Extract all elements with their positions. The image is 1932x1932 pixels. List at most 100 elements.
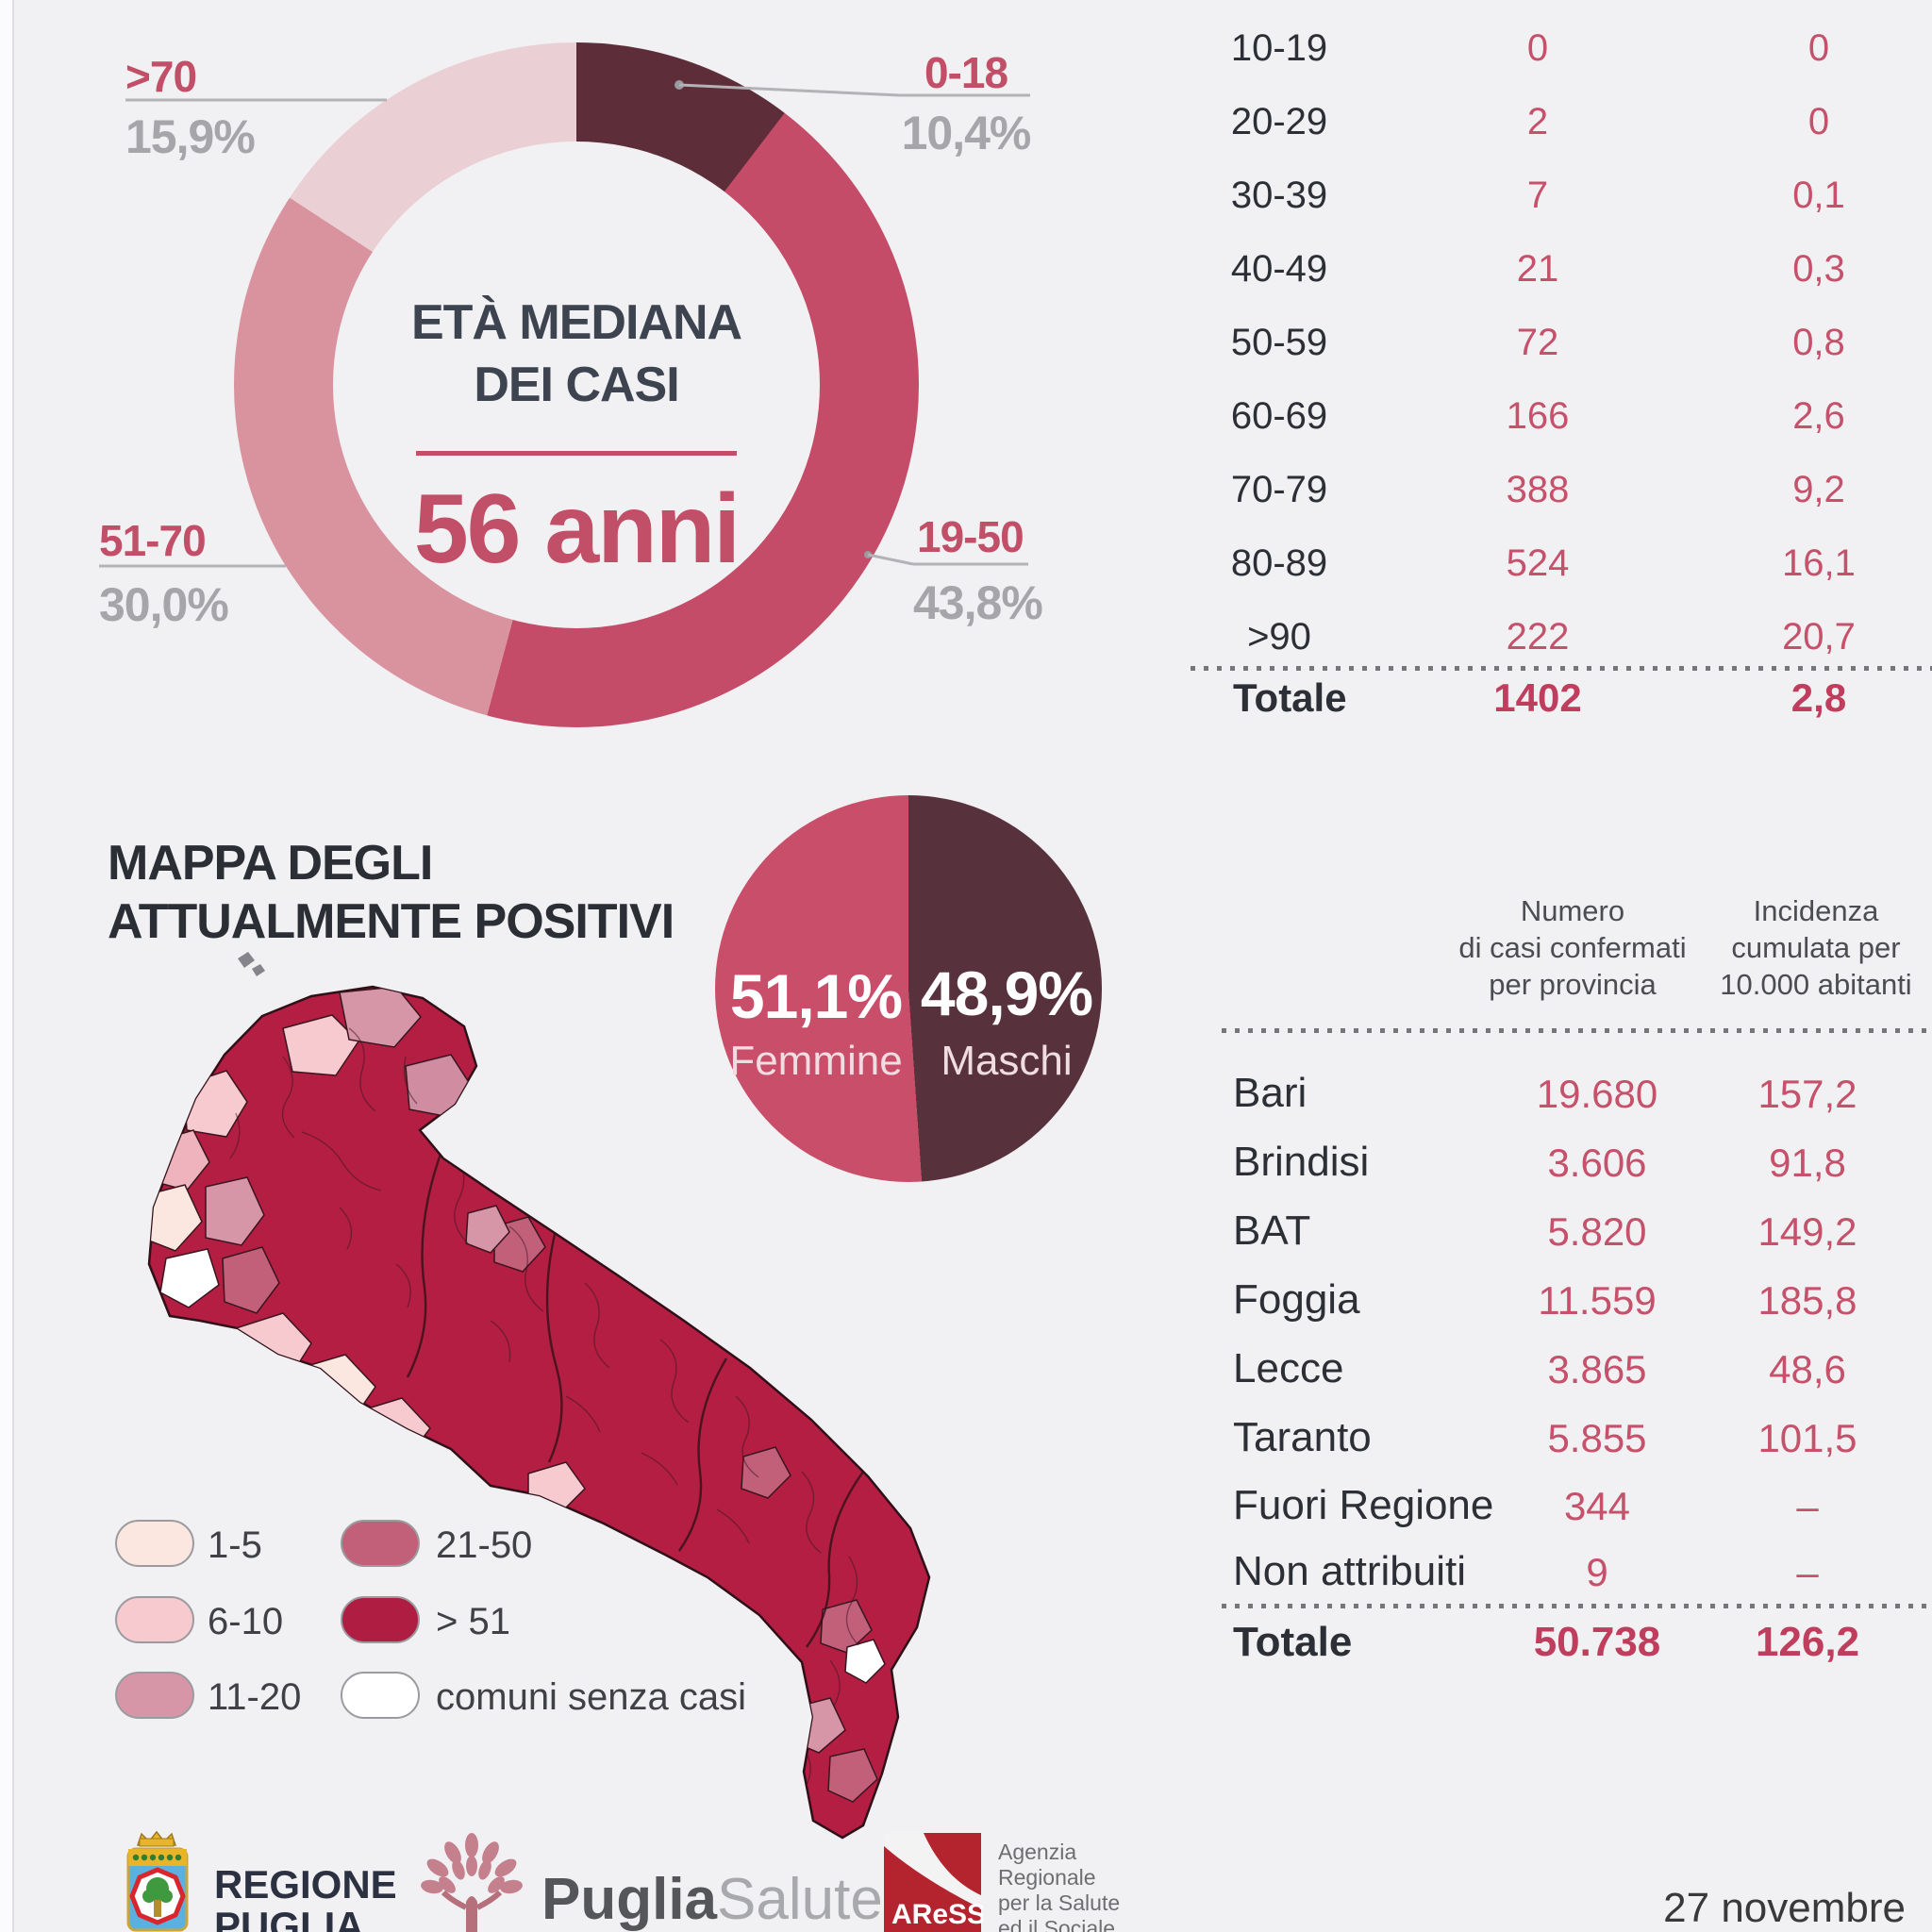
donut-title-line2: DEI CASI: [474, 358, 679, 412]
legend-swatch-11-20: [115, 1672, 194, 1719]
province-table-divider: [1222, 1604, 1932, 1608]
legend-swatch-6-10: [115, 1596, 194, 1643]
province-header-incidence: Incidenza cumulata per 10.000 abitanti: [1720, 894, 1912, 1001]
age-row-incidence: 0: [1807, 101, 1830, 142]
donut-pct-51-70: 30,0%: [99, 578, 229, 631]
aress-text-line4: ed il Sociale: [998, 1916, 1116, 1932]
donut-label-51-70: 51-70: [99, 516, 207, 565]
donut-divider: [416, 451, 737, 456]
legend-swatch-1-5: [115, 1520, 194, 1567]
age-row-label: 70-79: [1230, 469, 1328, 510]
aress-text-line1: Agenzia: [998, 1840, 1077, 1864]
province-total-label: Totale: [1233, 1619, 1353, 1665]
province-row-name: Non attribuiti: [1233, 1548, 1467, 1594]
donut-median-age: 56 anni: [413, 475, 741, 584]
legend-swatch-over51: [341, 1596, 420, 1643]
pie-male-pct: 48,9%: [920, 958, 1093, 1028]
province-row-name: Bari: [1233, 1070, 1307, 1116]
age-row-cases: 7: [1526, 175, 1549, 216]
age-row-label: 10-19: [1230, 27, 1328, 69]
province-row-cases: 5.820: [1547, 1209, 1647, 1254]
province-row-incidence: 101,5: [1757, 1416, 1857, 1460]
province-row-cases: 9: [1586, 1550, 1608, 1594]
age-total-label: Totale: [1233, 675, 1347, 720]
province-header-cases: Numero di casi confermati per provincia: [1458, 894, 1687, 1001]
legend-swatch-no-cases: [341, 1672, 420, 1719]
age-table-divider: [1191, 666, 1932, 671]
province-row-incidence: 91,8: [1769, 1141, 1846, 1185]
regione-text-line2: PUGLIA: [214, 1904, 364, 1932]
province-total-cases: 50.738: [1533, 1619, 1661, 1665]
age-row-cases: 222: [1506, 616, 1570, 658]
left-gutter: [0, 0, 14, 1932]
pie-female-pct: 51,1%: [729, 961, 903, 1031]
legend-label-6-10: 6-10: [208, 1601, 284, 1642]
age-row-label: 60-69: [1230, 395, 1328, 437]
pugliasalute-bold: Puglia: [541, 1867, 718, 1932]
province-total-incidence: 126,2: [1755, 1619, 1860, 1665]
province-row-incidence: 48,6: [1769, 1347, 1846, 1391]
report-date: 27 novembre 2020: [1663, 1885, 1906, 1931]
age-row-cases: 388: [1506, 469, 1570, 510]
province-row-cases: 19.680: [1536, 1072, 1658, 1116]
province-row-name: Taranto: [1233, 1414, 1372, 1460]
province-row-name: Brindisi: [1233, 1139, 1370, 1185]
tremiti-islands: [238, 952, 265, 976]
province-row-cases: 5.855: [1547, 1416, 1647, 1460]
age-row-label: 20-29: [1230, 101, 1328, 142]
donut-pct-over70: 15,9%: [125, 110, 256, 163]
legend-label-21-50: 21-50: [436, 1524, 533, 1566]
age-row-incidence: 0,8: [1792, 322, 1845, 363]
legend-swatch-21-50: [341, 1520, 420, 1567]
svg-text:AReSS: AReSS: [891, 1899, 983, 1930]
age-row-incidence: 0,1: [1792, 175, 1845, 216]
puglia-choropleth-map: [147, 952, 931, 1840]
age-row-label: 30-39: [1230, 175, 1328, 216]
province-row-incidence: –: [1796, 1484, 1819, 1528]
pugliasalute-wordmark: PugliaSalute: [541, 1866, 883, 1932]
donut-label-over70: >70: [125, 52, 197, 101]
legend-label-no-cases: comuni senza casi: [436, 1676, 747, 1718]
age-row-incidence: 9,2: [1792, 469, 1845, 510]
pugliasalute-tree-icon: [421, 1833, 523, 1932]
age-row-label: 50-59: [1230, 322, 1328, 363]
age-row-incidence: 16,1: [1782, 542, 1856, 584]
age-row-label: 40-49: [1230, 248, 1328, 290]
region-outline: [147, 985, 931, 1840]
province-header-divider: [1222, 1028, 1932, 1033]
age-row-incidence: 0,3: [1792, 248, 1845, 290]
aress-text-line2: Regionale: [998, 1865, 1096, 1890]
map-title: MAPPA DEGLI ATTUALMENTE POSITIVI: [108, 834, 675, 951]
gender-pie-chart: [715, 795, 1102, 1182]
aress-text-line3: per la Salute: [998, 1890, 1121, 1915]
province-row-cases: 3.865: [1547, 1347, 1647, 1391]
donut-label-19-50: 19-50: [917, 512, 1024, 561]
age-row-incidence: 0: [1807, 27, 1830, 69]
age-row-cases: 21: [1516, 248, 1559, 290]
age-row-label: 80-89: [1230, 542, 1328, 584]
donut-label-0-18: 0-18: [924, 48, 1008, 97]
province-row-incidence: 149,2: [1757, 1209, 1857, 1254]
age-row-cases: 2: [1526, 101, 1549, 142]
province-row-cases: 344: [1563, 1484, 1631, 1528]
legend-label-1-5: 1-5: [208, 1524, 262, 1566]
province-row-name: Fuori Regione: [1233, 1482, 1494, 1528]
age-row-cases: 72: [1516, 322, 1559, 363]
map-title-line1: MAPPA DEGLI: [108, 836, 433, 891]
age-row-incidence: 20,7: [1782, 616, 1856, 658]
age-row-cases: 166: [1506, 395, 1570, 437]
pie-male-label: Maschi: [941, 1038, 1073, 1084]
province-row-incidence: 157,2: [1757, 1072, 1857, 1116]
legend-label-11-20: 11-20: [208, 1676, 302, 1718]
province-row-incidence: 185,8: [1757, 1278, 1857, 1323]
donut-title-line1: ETÀ MEDIANA: [410, 295, 742, 350]
province-row-cases: 11.559: [1538, 1278, 1657, 1323]
province-row-cases: 3.606: [1547, 1141, 1647, 1185]
donut-pct-19-50: 43,8%: [913, 576, 1043, 629]
aress-logo: AReSS: [884, 1833, 983, 1932]
regione-puglia-logo: [126, 1830, 189, 1932]
province-row-incidence: –: [1796, 1550, 1819, 1594]
age-row-incidence: 2,6: [1792, 395, 1845, 437]
age-row-label: >90: [1247, 616, 1311, 658]
regione-text-line1: REGIONE: [214, 1862, 397, 1907]
